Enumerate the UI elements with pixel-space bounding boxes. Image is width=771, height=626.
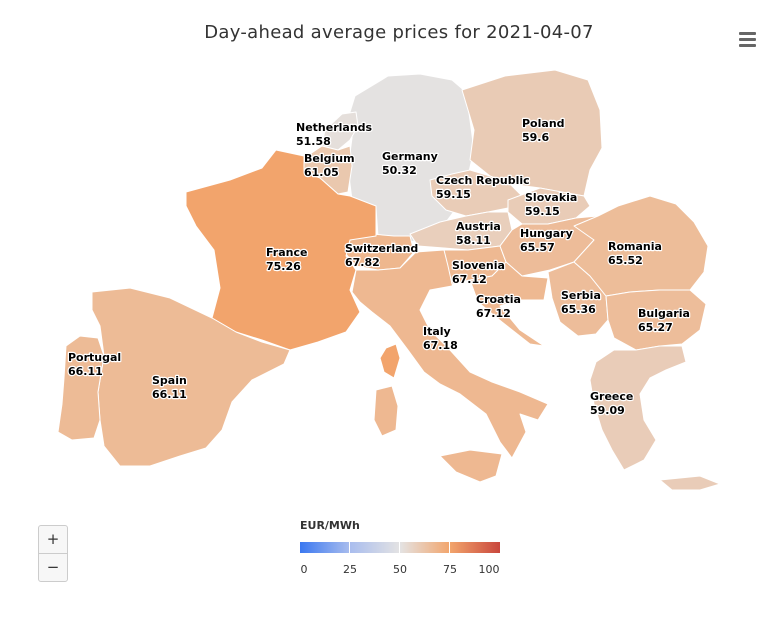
- label-italy-value: 67.18: [423, 339, 458, 352]
- legend-label-50: 50: [393, 563, 407, 576]
- label-croatia-value: 67.12: [476, 307, 511, 320]
- country-bulgaria[interactable]: [605, 289, 707, 351]
- label-poland-name: Poland: [522, 117, 565, 130]
- label-netherlands-value: 51.58: [296, 135, 331, 148]
- label-bulgaria-value: 65.27: [638, 321, 673, 334]
- label-austria-name: Austria: [456, 220, 501, 233]
- legend-label-25: 25: [343, 563, 357, 576]
- label-belgium-value: 61.05: [304, 166, 339, 179]
- label-serbia-value: 65.36: [561, 303, 596, 316]
- legend-tick-mark: [449, 542, 450, 553]
- label-germany-name: Germany: [382, 150, 438, 163]
- label-portugal-name: Portugal: [68, 351, 121, 364]
- country-france-corsica[interactable]: [379, 343, 401, 379]
- zoom-in-button[interactable]: +: [46, 530, 60, 548]
- label-romania-value: 65.52: [608, 254, 643, 267]
- label-netherlands-name: Netherlands: [296, 121, 373, 134]
- label-romania-name: Romania: [608, 240, 662, 253]
- label-czech-republic-value: 59.15: [436, 188, 471, 201]
- label-france-name: France: [266, 246, 307, 259]
- label-croatia-name: Croatia: [476, 293, 521, 306]
- legend-tick-mark: [399, 542, 400, 553]
- label-spain-value: 66.11: [152, 388, 187, 401]
- label-switzerland-value: 67.82: [345, 256, 380, 269]
- label-bulgaria-name: Bulgaria: [638, 307, 690, 320]
- legend-tick-mark: [349, 542, 350, 553]
- country-labels: Netherlands 51.58 Belgium 61.05 Germany …: [67, 116, 691, 418]
- label-belgium-name: Belgium: [304, 152, 355, 165]
- zoom-out-button[interactable]: −: [39, 553, 67, 581]
- label-spain-name: Spain: [152, 374, 187, 387]
- label-portugal-value: 66.11: [68, 365, 103, 378]
- country-greece[interactable]: [589, 345, 687, 471]
- country-italy-sicily[interactable]: [439, 449, 503, 483]
- legend-label-0: 0: [300, 563, 308, 576]
- legend-color-bar: [300, 542, 500, 553]
- hamburger-menu-icon[interactable]: [736, 28, 760, 50]
- label-austria-value: 58.11: [456, 234, 491, 247]
- label-greece-name: Greece: [590, 390, 633, 403]
- label-italy-name: Italy: [423, 325, 451, 338]
- country-croatia[interactable]: [469, 261, 549, 347]
- label-poland-value: 59.6: [522, 131, 549, 144]
- label-hungary-value: 65.57: [520, 241, 555, 254]
- label-slovakia-value: 59.15: [525, 205, 560, 218]
- label-slovenia-value: 67.12: [452, 273, 487, 286]
- label-serbia-name: Serbia: [561, 289, 601, 302]
- label-slovenia-name: Slovenia: [452, 259, 505, 272]
- map-title: Day-ahead average prices for 2021-04-07: [204, 22, 594, 43]
- country-greece-crete[interactable]: [659, 475, 721, 491]
- zoom-controls: + −: [38, 525, 68, 582]
- country-switzerland[interactable]: [345, 233, 415, 271]
- country-portugal[interactable]: [57, 335, 105, 441]
- label-switzerland-name: Switzerland: [345, 242, 418, 255]
- label-hungary-name: Hungary: [520, 227, 573, 240]
- label-france-value: 75.26: [266, 260, 301, 273]
- label-greece-value: 59.09: [590, 404, 625, 417]
- label-slovakia-name: Slovakia: [525, 191, 577, 204]
- country-italy-sardinia[interactable]: [373, 385, 399, 437]
- label-germany-value: 50.32: [382, 164, 417, 177]
- country-romania[interactable]: [573, 195, 709, 297]
- legend-label-75: 75: [443, 563, 457, 576]
- legend-title: EUR/MWh: [300, 519, 360, 532]
- legend-label-100: 100: [478, 563, 500, 576]
- label-czech-republic-name: Czech Republic: [436, 174, 530, 187]
